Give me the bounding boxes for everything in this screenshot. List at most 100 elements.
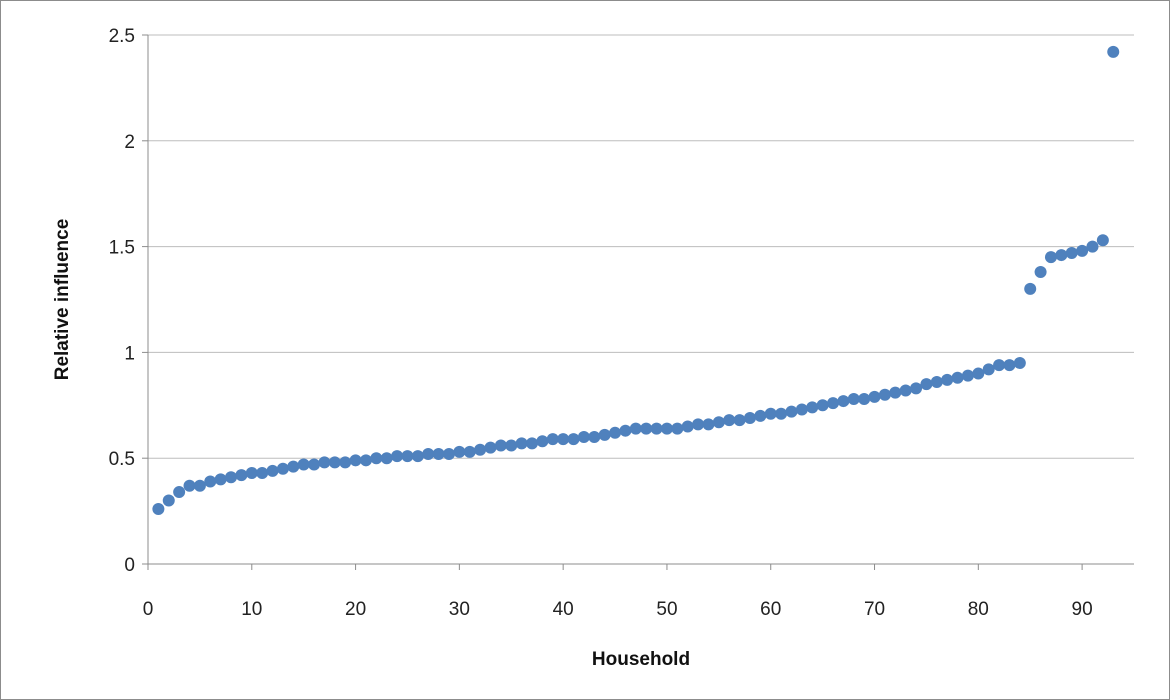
data-point xyxy=(889,386,902,399)
data-point xyxy=(1044,251,1057,264)
data-point xyxy=(692,418,705,431)
x-tick-label: 70 xyxy=(864,599,885,620)
data-point xyxy=(183,479,196,492)
x-tick-label: 90 xyxy=(1072,599,1093,620)
data-point xyxy=(432,447,445,460)
data-point xyxy=(349,454,362,467)
data-point xyxy=(567,433,580,446)
data-point xyxy=(1107,45,1120,58)
data-point xyxy=(598,428,611,441)
data-point xyxy=(287,460,300,473)
data-point xyxy=(152,502,165,515)
x-tick-label: 60 xyxy=(760,599,781,620)
data-point xyxy=(577,431,590,444)
data-point xyxy=(245,467,258,480)
y-tick-label: 2.5 xyxy=(109,26,135,47)
data-point xyxy=(1096,234,1109,247)
data-point xyxy=(162,494,175,507)
axes xyxy=(142,34,1134,570)
data-point xyxy=(660,422,673,435)
data-point xyxy=(733,414,746,427)
x-tick-label: 10 xyxy=(241,599,262,620)
data-point xyxy=(173,486,186,499)
data-point xyxy=(754,409,767,422)
data-point xyxy=(723,414,736,427)
data-point xyxy=(370,452,383,465)
data-point xyxy=(1086,240,1099,253)
y-tick-label: 1 xyxy=(124,343,135,364)
data-point xyxy=(276,462,289,475)
data-point xyxy=(961,369,974,382)
data-point xyxy=(1065,246,1078,259)
data-point xyxy=(785,405,798,418)
data-point xyxy=(847,392,860,405)
data-point xyxy=(422,447,435,460)
data-point xyxy=(536,435,549,448)
data-point xyxy=(442,447,455,460)
data-point xyxy=(256,467,269,480)
data-point xyxy=(671,422,684,435)
data-point xyxy=(546,433,559,446)
x-tick-label: 80 xyxy=(968,599,989,620)
data-point xyxy=(1024,282,1037,295)
data-point xyxy=(930,376,943,389)
x-tick-label: 0 xyxy=(143,599,154,620)
data-point xyxy=(1076,244,1089,257)
data-point xyxy=(453,445,466,458)
data-point xyxy=(993,359,1006,372)
data-point xyxy=(494,439,507,452)
x-axis-title: Household xyxy=(592,649,690,670)
data-point xyxy=(318,456,331,469)
y-tick-label: 1.5 xyxy=(109,238,135,259)
data-point xyxy=(764,407,777,420)
gridlines xyxy=(148,34,1134,459)
data-point xyxy=(743,411,756,424)
data-point xyxy=(640,422,653,435)
data-point xyxy=(297,458,310,471)
data-point xyxy=(982,363,995,376)
data-point xyxy=(328,456,341,469)
data-point xyxy=(951,371,964,384)
x-tick-label: 40 xyxy=(553,599,574,620)
data-point xyxy=(941,373,954,386)
data-point xyxy=(609,426,622,439)
data-point xyxy=(816,399,829,412)
data-point xyxy=(806,401,819,414)
data-point xyxy=(899,384,912,397)
data-point xyxy=(795,403,808,416)
x-tick-label: 30 xyxy=(449,599,470,620)
data-point xyxy=(827,397,840,410)
data-point xyxy=(1034,265,1047,278)
data-point xyxy=(411,450,424,463)
data-point xyxy=(1013,356,1026,369)
tick-labels: 0 0.5 1 1.5 2 2.5 0 10 20 30 40 50 60 70 80 90 xyxy=(109,26,1093,620)
data-point xyxy=(225,471,238,484)
data-point xyxy=(204,475,217,488)
data-point xyxy=(401,450,414,463)
data-point xyxy=(702,418,715,431)
data-point xyxy=(515,437,528,450)
data-point xyxy=(359,454,372,467)
data-point xyxy=(557,433,570,446)
data-point xyxy=(712,416,725,429)
data-point xyxy=(878,388,891,401)
data-point xyxy=(308,458,321,471)
data-point xyxy=(505,439,518,452)
data-point xyxy=(837,395,850,408)
data-point xyxy=(858,392,871,405)
data-point xyxy=(920,378,933,391)
y-tick-label: 2 xyxy=(124,132,135,153)
data-point xyxy=(339,456,352,469)
y-axis-title: Relative influence xyxy=(52,219,73,381)
data-point xyxy=(526,437,539,450)
data-point xyxy=(972,367,985,380)
data-point xyxy=(193,479,206,492)
data-point xyxy=(463,445,476,458)
data-point xyxy=(629,422,642,435)
data-point xyxy=(868,390,881,403)
x-tick-label: 50 xyxy=(656,599,677,620)
y-tick-label: 0 xyxy=(124,555,135,576)
data-point xyxy=(235,469,248,482)
